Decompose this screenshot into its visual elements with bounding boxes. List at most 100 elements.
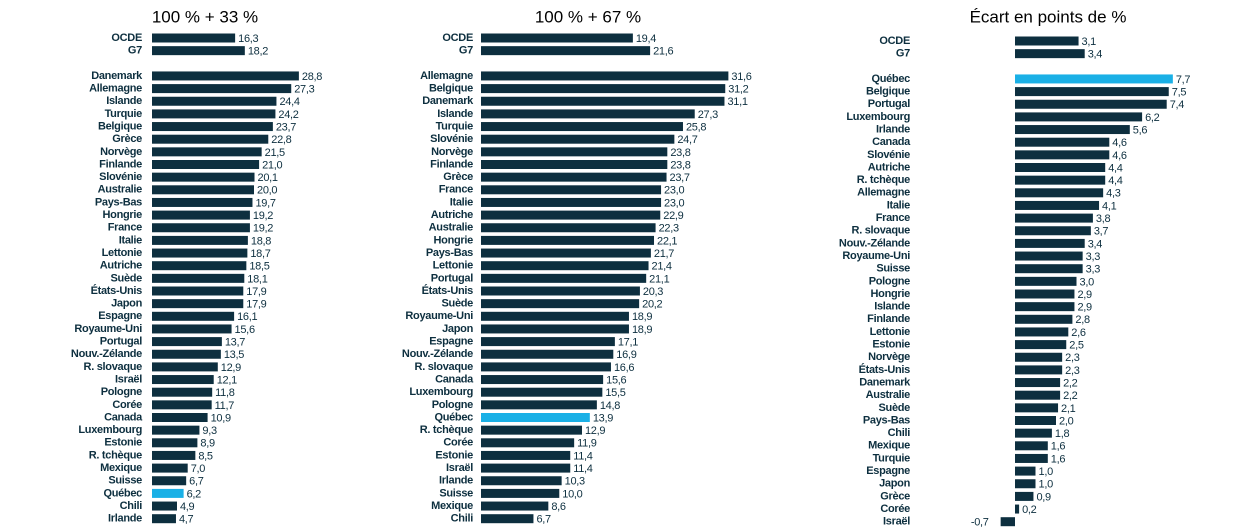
bar: [152, 400, 212, 410]
category-label: Suède: [878, 402, 910, 414]
category-label: Luxembourg: [409, 386, 473, 398]
value-label: 15,6: [235, 324, 255, 336]
bar: [1015, 327, 1069, 337]
category-label: Suisse: [108, 475, 142, 487]
value-label: 23,0: [664, 185, 684, 197]
bar: [152, 223, 250, 233]
value-label: 18,2: [248, 46, 268, 58]
value-label: 3,4: [1088, 238, 1103, 250]
value-label: 1,0: [1039, 466, 1054, 478]
value-label: 24,7: [677, 134, 697, 146]
bar: [481, 375, 604, 385]
value-label: 21,5: [265, 147, 285, 159]
bar: [152, 134, 269, 144]
value-label: 7,4: [1170, 99, 1185, 111]
category-label: Luxembourg: [846, 111, 910, 123]
bar: [1015, 466, 1036, 476]
category-label: Israël: [446, 462, 473, 474]
category-label: Turquie: [105, 108, 143, 120]
value-label: 21,1: [649, 273, 669, 285]
category-label: Belgique: [866, 86, 910, 98]
bar: [152, 514, 176, 524]
value-label: 8,9: [200, 438, 215, 450]
bar: [1015, 314, 1073, 324]
category-label: Hongrie: [103, 209, 143, 221]
bar: [481, 438, 575, 448]
value-label: 4,3: [1106, 188, 1121, 200]
bar: [1015, 479, 1036, 489]
value-label: 22,1: [657, 235, 677, 247]
category-label: Canada: [872, 136, 911, 148]
value-label: 12,9: [221, 362, 241, 374]
value-label: 16,6: [614, 362, 634, 374]
bar: [481, 311, 629, 321]
category-label: Estonie: [104, 437, 142, 449]
category-label: Australie: [98, 184, 143, 196]
category-label: Italie: [450, 196, 473, 208]
category-label: Australie: [866, 389, 911, 401]
bar: [481, 362, 611, 372]
bar: [481, 160, 668, 169]
category-label: Grèce: [443, 171, 473, 183]
bar: [152, 147, 262, 157]
value-label: 2,5: [1069, 340, 1084, 352]
category-label: Portugal: [868, 98, 910, 110]
bar: [152, 311, 235, 321]
value-label: 2,0: [1059, 415, 1074, 427]
value-label: 20,0: [257, 185, 277, 197]
bar: [481, 185, 662, 195]
bar: [481, 71, 729, 81]
bar: [1015, 276, 1077, 286]
value-label: 19,2: [253, 210, 273, 222]
bar: [1015, 163, 1106, 172]
value-label: 18,7: [250, 248, 270, 260]
category-label: France: [876, 212, 910, 224]
bar: [1015, 74, 1173, 84]
category-label: Italie: [887, 199, 910, 211]
category-label: France: [108, 222, 142, 234]
value-label: 4,4: [1108, 175, 1123, 187]
category-label: Turquie: [436, 120, 474, 132]
value-label: 6,7: [189, 476, 204, 488]
category-label: Danemark: [859, 376, 911, 388]
bar: [481, 223, 656, 233]
bar: [1015, 238, 1085, 248]
bar: [481, 261, 649, 271]
bar: [1015, 226, 1091, 236]
category-label: OCDE: [879, 35, 910, 47]
bar: [1000, 517, 1015, 527]
value-label: 2,2: [1063, 390, 1078, 402]
bar: [1015, 200, 1100, 210]
value-label: 2,8: [1075, 314, 1090, 326]
value-label: 9,3: [202, 425, 217, 437]
bar: [481, 84, 726, 94]
category-label: Italie: [119, 234, 142, 246]
category-label: Australie: [429, 222, 474, 234]
category-label: Autriche: [100, 260, 142, 272]
category-label: R. slovaque: [84, 361, 143, 373]
bar: [1015, 99, 1167, 109]
value-label: 10,3: [565, 476, 585, 488]
value-label: 3,1: [1082, 36, 1097, 48]
value-label: 0,2: [1022, 504, 1037, 516]
chart-title: 100 % + 33 %: [152, 7, 258, 26]
value-label: 19,7: [255, 197, 275, 209]
chart-title: 100 % + 67 %: [535, 7, 641, 26]
category-label: Pays-Bas: [863, 414, 910, 426]
bar: [1015, 453, 1048, 463]
category-label: Israël: [115, 373, 142, 385]
category-label: Islande: [437, 108, 473, 120]
bar: [1015, 491, 1034, 501]
category-label: Pologne: [869, 275, 910, 287]
category-label: Canada: [104, 411, 143, 423]
value-label: 22,8: [271, 134, 291, 146]
value-label: 23,8: [670, 147, 690, 159]
value-label: 20,1: [258, 172, 278, 184]
category-label: Danemark: [91, 70, 143, 82]
category-label: Norvège: [100, 146, 142, 158]
category-label: États-Unis: [859, 363, 911, 376]
category-label: Islande: [874, 301, 910, 313]
category-label: Suède: [110, 272, 142, 284]
value-label: 21,7: [654, 248, 674, 260]
